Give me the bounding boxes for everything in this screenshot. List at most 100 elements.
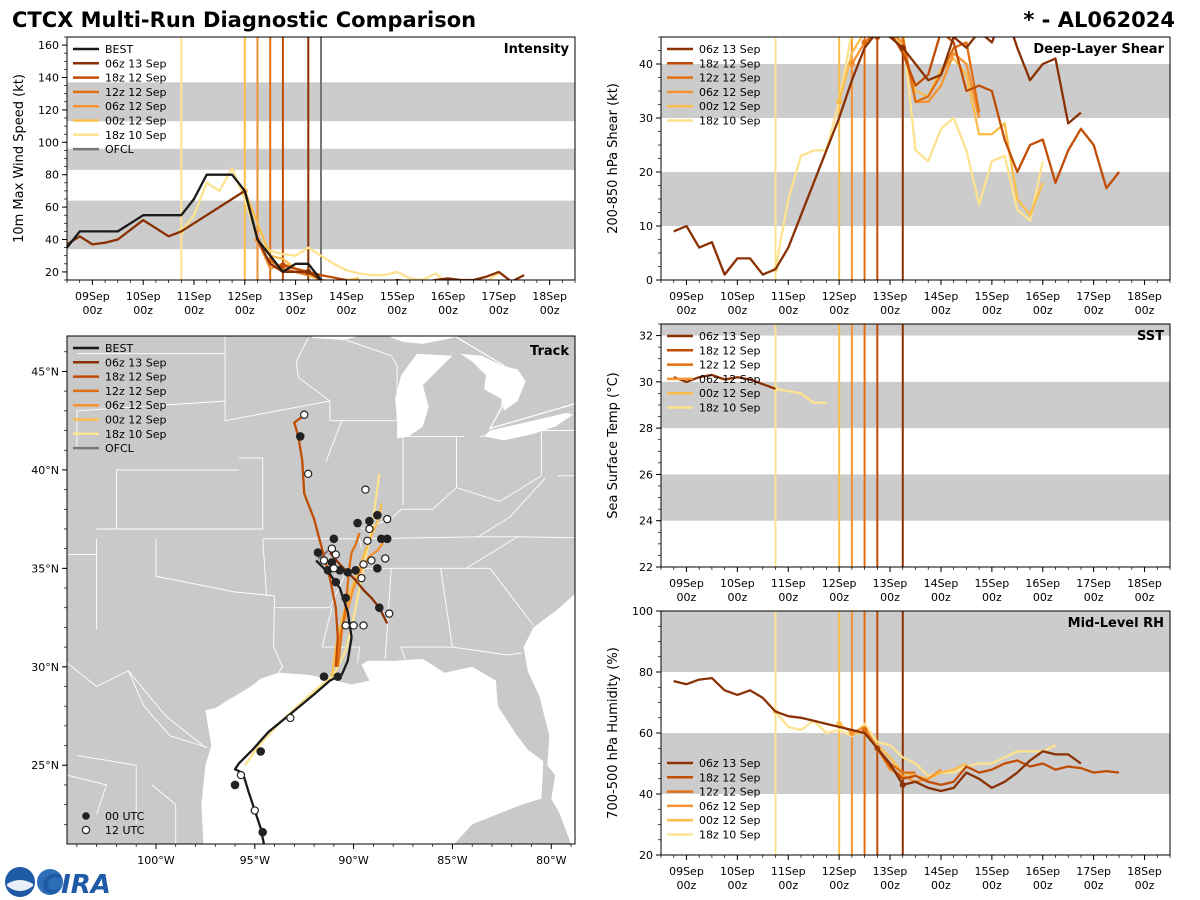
intensity-xtick-label: 14Sep: [329, 290, 364, 303]
rh-legend-label: 12z 12 Sep: [699, 786, 761, 799]
track-frame: [66, 335, 576, 845]
atlantic-ocean: [523, 336, 575, 844]
rh-ytick-label: 60: [639, 727, 653, 740]
shear-series-group: [673, 37, 1121, 276]
sst-legend-label: 18z 10 Sep: [699, 402, 761, 415]
intensity-legend-label: OFCL: [105, 143, 135, 156]
intensity-xtick-label: 00z: [235, 304, 255, 317]
state-border: [115, 469, 239, 529]
marker-12utc: [331, 550, 341, 559]
rh-series-06z-13-sep: [673, 676, 1082, 793]
rh-panel: 2040608010009Sep00z10Sep00z11Sep00z12Sep…: [606, 605, 1171, 892]
shear-legend-label: 06z 12 Sep: [699, 86, 761, 99]
intensity-legend-label: 12z 12 Sep: [105, 86, 167, 99]
marker-12utc: [359, 621, 368, 630]
intensity-xtick-label: 15Sep: [380, 290, 415, 303]
shear-init-dot-18z-12-sep: [874, 37, 881, 40]
rh-xtick-label: 00z: [1084, 879, 1104, 892]
rh-xtick-label: 11Sep: [771, 865, 806, 878]
shear-legend-label: 18z 10 Sep: [699, 115, 761, 128]
shear-corner-label: Deep-Layer Shear: [1033, 42, 1164, 57]
rh-xtick-label: 13Sep: [873, 865, 908, 878]
sst-series-06z-13-sep: [673, 373, 776, 390]
sst-xtick-label: 18Sep: [1127, 577, 1162, 590]
sst-xtick-label: 00z: [982, 591, 1002, 604]
state-border: [321, 607, 333, 648]
track-map-group: [67, 336, 575, 844]
intensity-panel: 2040608010012014016009Sep00z10Sep00z11Se…: [12, 36, 576, 317]
rh-ytick-label: 20: [639, 849, 653, 862]
intensity-legend-label: 06z 13 Sep: [105, 57, 167, 70]
rh-xtick-label: 00z: [1135, 879, 1155, 892]
marker-00utc: [353, 518, 362, 528]
marker-00utc: [295, 432, 305, 441]
intensity-series-group: [67, 167, 525, 280]
storm-id: * - AL062024: [1023, 8, 1175, 32]
shear-init-dot-00z-12-sep: [836, 98, 843, 105]
marker-00utc: [373, 564, 382, 573]
rh-xtick-label: 10Sep: [720, 865, 755, 878]
marker-12utc: [359, 560, 368, 569]
track-legend-label: 06z 13 Sep: [105, 356, 167, 369]
marker-00utc: [343, 567, 352, 577]
shear-xtick-label: 13Sep: [873, 290, 908, 303]
intensity-series-06z-13-sep: [67, 189, 525, 280]
intensity-xtick-label: 00z: [286, 304, 306, 317]
track-ytick-label: 30°N: [31, 661, 59, 674]
intensity-series-18z-10-sep: [180, 167, 500, 280]
track-18z-12-sep: [293, 415, 339, 667]
intensity-ylabel: 10m Max Wind Speed (kt): [12, 74, 27, 243]
shear-series-06z-13-sep: [673, 37, 1082, 276]
state-border: [480, 430, 542, 437]
track-legend-label: 18z 12 Sep: [105, 371, 167, 384]
rh-xtick-label: 00z: [880, 879, 900, 892]
shear-xtick-label: 00z: [880, 304, 900, 317]
rh-xtick-label: 00z: [778, 879, 798, 892]
intensity-xtick-label: 00z: [489, 304, 509, 317]
marker-12utc: [381, 554, 390, 563]
state-border: [347, 536, 575, 569]
intensity-init-dot-06z-13-sep: [305, 268, 312, 275]
marker-12utc: [299, 410, 309, 419]
sst-xtick-label: 00z: [727, 591, 747, 604]
lake-superior: [312, 336, 461, 344]
marker-00utc: [373, 510, 382, 520]
sst-ytick-label: 26: [639, 468, 653, 481]
rh-xtick-label: 00z: [677, 879, 697, 892]
shear-xtick-label: 00z: [778, 304, 798, 317]
intensity-legend-label: BEST: [105, 43, 133, 56]
marker-12utc: [329, 564, 339, 573]
intensity-xtick-label: 12Sep: [227, 290, 262, 303]
marker-12utc: [327, 544, 337, 553]
sst-xtick-label: 14Sep: [924, 577, 959, 590]
sst-ytick-label: 32: [639, 330, 653, 343]
intensity-xtick-label: 00z: [438, 304, 458, 317]
sst-xtick-label: 09Sep: [669, 577, 704, 590]
sst-xtick-label: 00z: [880, 591, 900, 604]
legend-marker-00utc: [82, 812, 90, 820]
shear-ytick-label: 0: [646, 274, 653, 287]
shear-xtick-label: 00z: [931, 304, 951, 317]
intensity-xtick-label: 00z: [83, 304, 103, 317]
shear-xtick-label: 00z: [677, 304, 697, 317]
marker-12utc: [303, 469, 313, 479]
shear-legend-label: 06z 13 Sep: [699, 43, 761, 56]
track-legend-label: 12z 12 Sep: [105, 385, 167, 398]
shear-legend-label: 18z 12 Sep: [699, 57, 761, 70]
intensity-legend-label: 00z 12 Sep: [105, 115, 167, 128]
marker-12utc: [365, 524, 374, 534]
sst-band-0: [661, 474, 1170, 521]
marker-00utc: [331, 577, 341, 587]
state-border: [262, 538, 268, 596]
shear-ytick-label: 30: [639, 112, 653, 125]
sst-xtick-label: 17Sep: [1076, 577, 1111, 590]
shear-ytick-label: 10: [639, 220, 653, 233]
marker-12utc: [319, 556, 329, 565]
state-border: [239, 457, 264, 529]
marker-12utc: [367, 556, 376, 565]
rh-init-dot-12z-12-sep: [861, 726, 868, 733]
shear-legend-label: 00z 12 Sep: [699, 100, 761, 113]
state-border: [345, 339, 398, 421]
track-xtick-label: 85°W: [437, 854, 467, 867]
intensity-legend-label: 06z 12 Sep: [105, 100, 167, 113]
